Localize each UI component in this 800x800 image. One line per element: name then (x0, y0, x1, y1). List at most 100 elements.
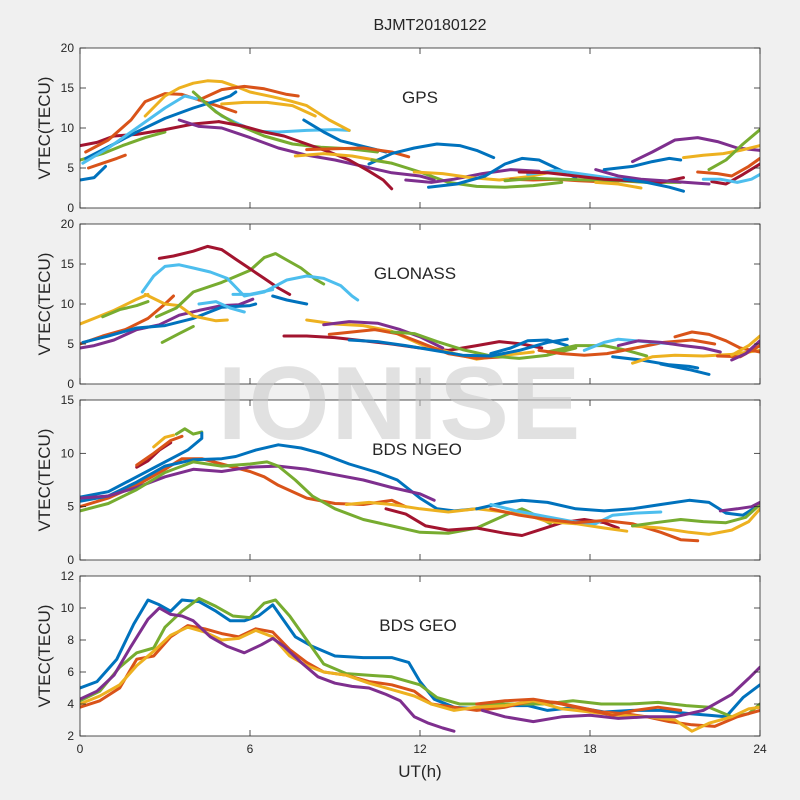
series-line (143, 292, 229, 323)
figure-title: BJMT20180122 (374, 17, 487, 34)
series-line (220, 100, 317, 118)
series-line (707, 128, 760, 172)
y-axis-label: VTEC(TECU) (35, 253, 54, 356)
series-line (271, 294, 309, 306)
y-tick-label: 2 (67, 729, 74, 743)
y-tick-label: 0 (67, 553, 74, 567)
series-line (197, 300, 246, 314)
series-group (80, 596, 760, 733)
y-tick-label: 4 (67, 697, 74, 711)
series-line (80, 164, 107, 182)
series-line (80, 596, 760, 719)
panel-title: BDS GEO (379, 616, 456, 635)
series-line (152, 433, 175, 449)
y-tick-label: 10 (61, 601, 75, 615)
series-line (160, 324, 195, 344)
series-line (80, 460, 552, 535)
x-tick-label: 0 (77, 742, 84, 756)
series-line (631, 507, 760, 536)
y-axis-label: VTEC(TECU) (35, 77, 54, 180)
y-axis-label: VTEC(TECU) (35, 605, 54, 708)
series-line (80, 443, 479, 513)
series-line (537, 338, 717, 357)
series-line (80, 625, 760, 733)
series-line (101, 300, 150, 319)
plot-area (80, 400, 760, 560)
series-line (347, 337, 569, 358)
series-group (80, 244, 760, 376)
x-tick-label: 24 (753, 742, 767, 756)
panel-1: 0 5 10 15 20 VTEC(TECU) GLONASS (35, 217, 761, 391)
series-group (80, 427, 760, 543)
series-line (427, 156, 578, 189)
y-tick-label: 0 (67, 377, 74, 391)
series-line (384, 507, 620, 537)
y-tick-label: 5 (67, 161, 74, 175)
y-tick-label: 15 (61, 81, 75, 95)
series-line (81, 302, 258, 344)
panel-title: BDS NGEO (372, 440, 462, 459)
series-line (594, 180, 643, 190)
y-tick-label: 6 (67, 665, 74, 679)
series-group (80, 79, 760, 193)
series-line (327, 328, 507, 360)
series-line (710, 162, 760, 186)
series-line (659, 362, 711, 376)
x-tick-label: 18 (583, 742, 597, 756)
series-line (231, 288, 275, 296)
series-line (174, 427, 204, 436)
series-line (135, 434, 184, 467)
panel-title: GPS (402, 88, 438, 107)
series-line (140, 263, 360, 302)
panel-title: GLONASS (374, 264, 456, 283)
y-tick-label: 12 (61, 569, 75, 583)
series-line (489, 507, 700, 543)
y-tick-label: 20 (61, 217, 75, 231)
series-line (616, 339, 722, 354)
series-line (730, 339, 760, 362)
series-line (480, 665, 760, 724)
y-tick-label: 10 (61, 446, 75, 460)
series-line (80, 431, 204, 499)
y-tick-label: 5 (67, 500, 74, 514)
series-line (517, 170, 685, 184)
y-tick-label: 5 (67, 337, 74, 351)
series-line (84, 92, 238, 154)
series-line (80, 606, 456, 733)
series-line (475, 498, 760, 517)
series-line (367, 142, 496, 166)
series-line (546, 344, 649, 358)
panel-2: 0 5 10 15 VTEC(TECU) BDS NGEO (35, 393, 761, 567)
y-tick-label: 15 (61, 257, 75, 271)
series-line (322, 320, 445, 350)
y-tick-label: 8 (67, 633, 74, 647)
series-line (682, 144, 760, 160)
series-line (475, 697, 683, 717)
series-line (157, 244, 292, 296)
series-line (390, 330, 578, 360)
series-line (631, 503, 760, 528)
series-line (594, 168, 711, 186)
series-line (701, 172, 760, 184)
y-tick-label: 15 (61, 393, 75, 407)
series-line (370, 158, 564, 189)
series-line (80, 297, 255, 350)
y-tick-label: 10 (61, 121, 75, 135)
series-line (197, 84, 300, 102)
series-line (730, 334, 760, 357)
y-tick-label: 0 (67, 201, 74, 215)
series-line (489, 338, 569, 356)
y-axis-label: VTEC(TECU) (35, 429, 54, 532)
series-line (87, 153, 127, 170)
x-tick-label: 6 (247, 742, 254, 756)
series-line (344, 500, 629, 533)
series-line (602, 156, 683, 172)
y-tick-label: 10 (61, 297, 75, 311)
series-line (155, 252, 326, 319)
x-tick-label: 12 (413, 742, 427, 756)
panel-0: 0 5 10 15 20 VTEC(TECU) GPS (35, 41, 761, 215)
x-axis-label: UT(h) (398, 762, 441, 781)
series-line (696, 156, 760, 178)
